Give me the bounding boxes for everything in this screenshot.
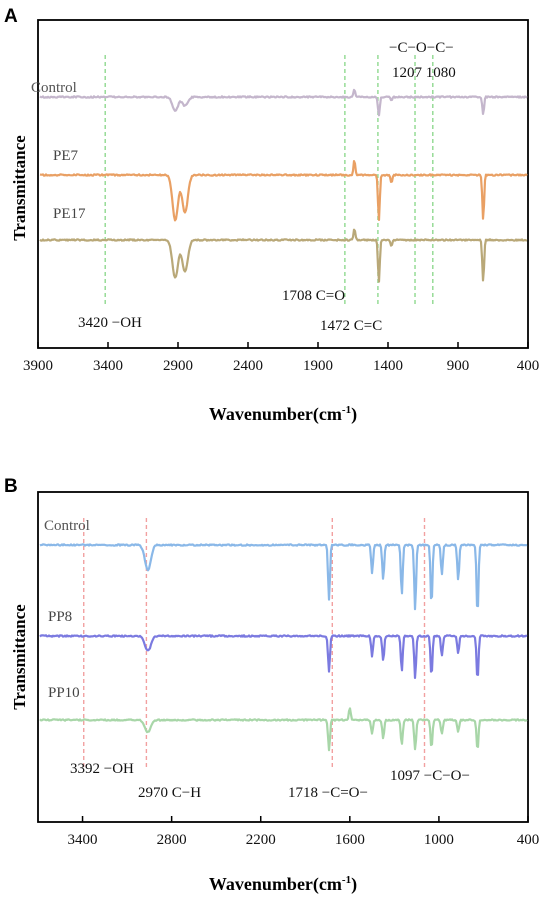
panel-b: B 3400 2800 2200 1600 1000 400 Control PP8 PP…	[4, 476, 539, 895]
x-tick-label: 900	[447, 358, 470, 374]
x-axis-label-a: Wavenumber(cm-1)	[209, 404, 357, 425]
annotation-c-o-double-b: 1718 −C=O−	[288, 785, 368, 801]
x-axis-label-a-sup: -1	[342, 404, 351, 416]
panel-a: A 3900 3400 2900 2400 1900 1400 900 400 Control…	[4, 6, 539, 425]
x-axis-label-a-tail: )	[351, 404, 357, 425]
x-tick-label: 400	[517, 832, 540, 848]
x-tick-label: 1600	[335, 832, 365, 848]
x-tick-label: 2900	[163, 358, 193, 374]
x-axis-label-a-main: Wavenumber(cm	[209, 404, 342, 425]
annotation-oh-a: 3420 −OH	[78, 315, 142, 331]
y-axis-label-b: Transmittance	[10, 604, 29, 710]
series-label-control-a: Control	[31, 80, 77, 96]
panel-b-spectra	[39, 543, 528, 752]
x-tick-label: 3400	[93, 358, 123, 374]
annotation-c-o-a: 1708 C=O	[282, 288, 345, 304]
x-tick-label: 3900	[23, 358, 53, 374]
annotation-c-o-single-b: 1097 −C−O−	[390, 768, 470, 784]
x-axis-label-b-sup: -1	[342, 874, 351, 886]
series-label-pp8: PP8	[48, 609, 72, 625]
x-tick-label: 1900	[303, 358, 333, 374]
x-tick-label: 2400	[233, 358, 263, 374]
x-tick-label: 3400	[68, 832, 98, 848]
x-tick-label: 400	[517, 358, 540, 374]
x-axis-label-b: Wavenumber(cm-1)	[209, 874, 357, 895]
panel-a-letter: A	[4, 6, 18, 27]
panel-a-x-ticks: 3900 3400 2900 2400 1900 1400 900 400	[23, 342, 539, 374]
panel-b-x-ticks: 3400 2800 2200 1600 1000 400	[68, 816, 540, 848]
series-label-control-b: Control	[44, 518, 90, 534]
series-label-pp10: PP10	[48, 685, 80, 701]
x-tick-label: 2800	[157, 832, 187, 848]
panel-a-frame	[37, 19, 529, 349]
series-line-pp10	[39, 707, 528, 752]
panel-a-spectra	[39, 88, 528, 283]
series-line-pe7	[39, 160, 528, 222]
y-axis-label-a: Transmittance	[10, 135, 29, 241]
x-tick-label: 2200	[246, 832, 276, 848]
annotation-oh-b: 3392 −OH	[70, 761, 134, 777]
x-tick-label: 1000	[424, 832, 454, 848]
x-axis-label-b-tail: )	[351, 874, 357, 895]
x-axis-label-b-main: Wavenumber(cm	[209, 874, 342, 895]
annotation-coc-group: −C−O−C−	[389, 40, 454, 56]
annotation-c-c-a: 1472 C=C	[320, 318, 382, 334]
series-line-pp8	[39, 634, 528, 680]
annotation-coc-wavenumbers: 1207 1080	[392, 65, 456, 81]
panel-b-frame	[37, 491, 529, 823]
x-tick-label: 1400	[373, 358, 403, 374]
panel-b-letter: B	[4, 476, 18, 497]
series-label-pe17: PE17	[53, 206, 86, 222]
series-line-control	[39, 88, 528, 117]
series-line-control	[39, 543, 528, 611]
panel-a-reference-lines	[104, 55, 434, 305]
annotation-c-h-b: 2970 C−H	[138, 785, 201, 801]
series-line-pe17	[39, 228, 528, 283]
series-label-pe7: PE7	[53, 148, 79, 164]
